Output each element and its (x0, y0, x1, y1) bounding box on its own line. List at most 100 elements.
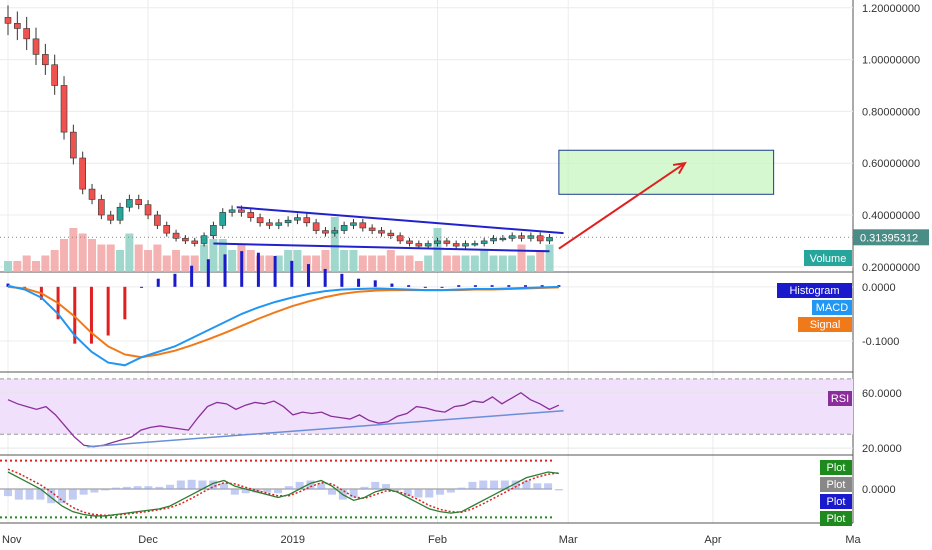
candle-body (396, 235, 404, 242)
candle-body (51, 64, 58, 86)
macd-histogram-bar (457, 285, 461, 287)
volume-bar (349, 250, 358, 272)
osc-histogram-bar (112, 487, 121, 489)
candle-body (387, 232, 395, 237)
macd-histogram-bar (190, 265, 194, 287)
volume-bar (172, 250, 181, 272)
candle-body (191, 240, 199, 244)
candle-body (490, 238, 497, 242)
candle-body (42, 54, 49, 66)
osc-legend-label: Plot (827, 513, 846, 525)
osc-histogram-bar (317, 483, 326, 489)
candle-body (172, 232, 180, 239)
price-tick-label: 0.20000000 (862, 262, 920, 274)
osc-histogram-bar (328, 489, 337, 495)
osc-histogram-bar (68, 489, 77, 500)
candle-body (144, 204, 152, 216)
candle-body (546, 236, 553, 242)
candle-body (350, 222, 357, 226)
osc-histogram-bar (544, 483, 553, 489)
candle-body (452, 243, 460, 247)
osc-fast-line (7, 471, 559, 517)
macd-histogram-bar (290, 260, 294, 287)
rsi-band (0, 378, 853, 435)
osc-histogram-bar (371, 481, 380, 489)
rsi-legend-label: RSI (831, 393, 849, 405)
osc-histogram-bar (176, 480, 185, 489)
osc-histogram-bar (4, 489, 12, 497)
last-price-label: 0.31395312 (860, 232, 918, 244)
candle-body (536, 235, 544, 242)
osc-histogram-bar (25, 489, 34, 500)
osc-histogram-bar (90, 489, 99, 493)
candle-body (434, 240, 441, 244)
osc-histogram-bar (349, 489, 358, 498)
volume-bar (181, 255, 190, 272)
price-tick-label: 0.80000000 (862, 106, 920, 118)
candle-body (4, 17, 12, 24)
last-price-badge (853, 229, 929, 246)
osc-histogram-bar (414, 489, 423, 498)
macd-tick-label: -0.1000 (862, 336, 899, 348)
macd-histogram-bar (440, 286, 444, 288)
volume-bar (302, 255, 311, 272)
osc-histogram-bar (241, 489, 250, 494)
time-tick-label: Dec (138, 534, 158, 546)
macd-legend-badge (777, 283, 852, 298)
osc-histogram-bar (209, 480, 218, 489)
macd-histogram-bar (490, 285, 494, 287)
macd-legend-label: MACD (816, 302, 848, 314)
osc-histogram-bar (490, 480, 499, 489)
candle-body (359, 222, 367, 229)
upper-trendline (236, 206, 564, 235)
macd-legend-badge (812, 300, 852, 315)
osc-histogram-bar (468, 481, 477, 489)
osc-histogram-bar (252, 489, 261, 493)
price-tick-label: 0.40000000 (862, 210, 920, 222)
volume-bar (368, 255, 377, 272)
macd-histogram-bar (6, 283, 10, 287)
volume-bar (153, 244, 162, 272)
price-tick-label: 0.60000000 (862, 158, 920, 170)
volume-bar (396, 255, 405, 272)
volume-bar (330, 217, 339, 272)
osc-legend-label: Plot (827, 496, 846, 508)
volume-bar (246, 250, 255, 272)
volume-bar (228, 250, 237, 272)
volume-bar (69, 228, 78, 272)
volume-bar (284, 250, 293, 272)
volume-bar (377, 255, 386, 272)
osc-histogram-bar (230, 489, 239, 495)
macd-histogram-bar (73, 286, 77, 344)
osc-histogram-bar (220, 483, 229, 489)
osc-histogram-bar (166, 484, 175, 489)
osc-legend-badge (820, 477, 852, 492)
macd-histogram-bar (89, 286, 93, 344)
volume-bar (190, 255, 199, 272)
macd-histogram-bar (223, 254, 227, 287)
projection-arrow-head (672, 161, 687, 175)
osc-histogram-bar (36, 489, 45, 500)
volume-bar (50, 250, 59, 272)
volume-bar (424, 255, 433, 272)
volume-bar (78, 233, 87, 272)
volume-bar (60, 239, 69, 272)
volume-bar (256, 255, 265, 272)
rsi-tick-label: 20.0000 (862, 443, 902, 455)
volume-bar (405, 255, 414, 272)
macd-line (7, 284, 559, 367)
volume-bar (526, 255, 535, 272)
candle-body (154, 214, 161, 226)
candle-body (32, 38, 40, 55)
candle-body (275, 222, 283, 226)
candle-body (98, 199, 105, 216)
volume-bar (293, 250, 302, 272)
volume-bar (442, 255, 451, 272)
osc-histogram-bar (274, 489, 283, 494)
osc-legend-badge (820, 494, 852, 509)
time-tick-label: 2019 (281, 534, 305, 546)
volume-bar (116, 250, 125, 272)
candle-body (284, 219, 292, 224)
macd-tick-label: 0.0000 (862, 282, 896, 294)
